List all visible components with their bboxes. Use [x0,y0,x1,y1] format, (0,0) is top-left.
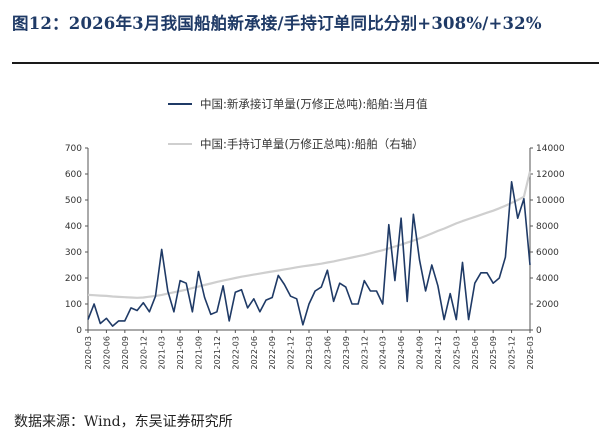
x-axis-tick-label: 2023-06 [323,336,332,369]
legend-swatch-orderbook [168,143,192,145]
x-axis-tick-label: 2025-03 [452,336,461,369]
x-axis-tick-label: 2024-06 [397,336,406,369]
x-axis-tick-label: 2021-06 [176,336,185,369]
x-axis-tick-label: 2022-06 [250,336,259,369]
right-axis-tick-label: 10000 [536,196,565,206]
x-axis-tick-label: 2022-09 [268,336,277,369]
right-axis-tick-label: 14000 [536,144,565,154]
x-axis-tick-label: 2025-09 [489,336,498,369]
new-orders-series-line [87,181,531,327]
left-axis-tick-label: 500 [65,196,82,206]
dual-axis-line-chart: 0 100 200 300 400 500 600 700 0 2000 4000 6000 8000 1… [65,144,565,369]
right-axis-tick-label: 6000 [536,248,559,258]
right-axis-tick-label: 0 [536,326,542,336]
title-rule [12,62,599,64]
left-axis-tick-label: 600 [65,170,82,180]
x-axis-tick-label: 2021-12 [213,336,222,369]
left-axis-tick-label: 300 [65,248,82,258]
x-axis-tick-label: 2026-03 [526,336,535,369]
x-axis-tick-label: 2024-09 [416,336,425,369]
x-axis-tick-label: 2022-12 [287,336,296,369]
figure-title: 图12：2026年3月我国船舶新承接/手持订单同比分别+308%/+32% [12,14,542,33]
legend-item-orderbook: 中国:手持订单量(万修正总吨):船舶（右轴） [168,136,424,152]
x-axis-tick-label: 2023-12 [360,336,369,369]
x-axis-tick-label: 2021-09 [195,336,204,369]
x-axis-tick-label: 2024-12 [434,336,443,369]
x-axis-tick-label: 2020-09 [121,336,130,369]
x-axis-tick-label: 2020-12 [139,336,148,369]
left-axis-tick-label: 200 [65,274,82,284]
x-axis-tick-label: 2025-12 [508,336,517,369]
x-axis-tick-label: 2022-03 [231,336,240,369]
source-note: 数据来源：Wind，东吴证券研究所 [14,414,233,430]
legend-item-new-orders: 中国:新承接订单量(万修正总吨):船舶:当月值 [168,96,428,112]
right-axis-tick-label: 8000 [536,222,559,232]
right-axis-tick-label: 12000 [536,170,565,180]
legend-label-orderbook: 中国:手持订单量(万修正总吨):船舶（右轴） [200,137,424,151]
left-axis-tick-label: 100 [65,300,82,310]
orderbook-series-line [87,171,532,299]
right-axis-tick-label: 4000 [536,274,559,284]
right-axis-tick-label: 2000 [536,300,559,310]
legend-swatch-new-orders [168,103,192,105]
x-axis-tick-label: 2024-03 [379,336,388,369]
x-axis-tick-label: 2021-03 [158,336,167,369]
x-axis-tick-label: 2020-06 [102,336,111,369]
x-axis-tick-label: 2020-03 [84,336,93,369]
x-axis-tick-label: 2023-09 [342,336,351,369]
x-axis-tick-label: 2023-03 [305,336,314,369]
left-axis-tick-label: 0 [76,326,82,336]
legend-label-new-orders: 中国:新承接订单量(万修正总吨):船舶:当月值 [200,97,428,111]
left-axis-tick-label: 700 [65,144,82,154]
left-axis-tick-label: 400 [65,222,82,232]
x-axis-tick-label: 2025-06 [471,336,480,369]
